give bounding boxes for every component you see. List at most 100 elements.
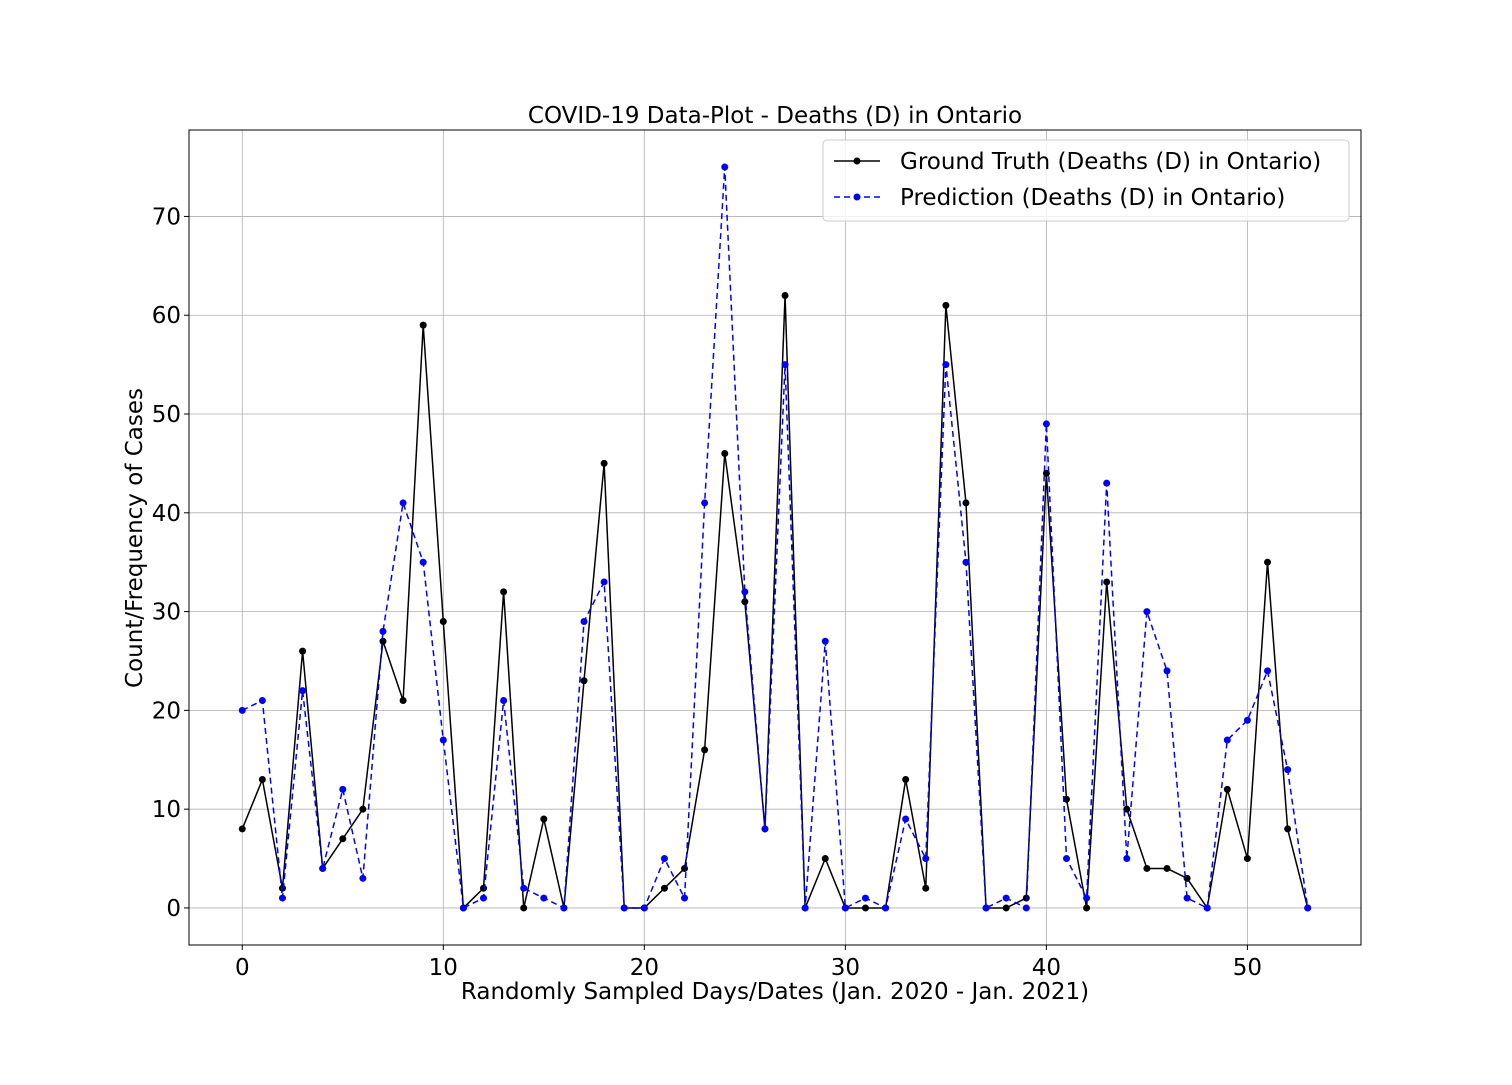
x-tick-label: 50 xyxy=(1233,955,1262,981)
y-tick-label: 0 xyxy=(166,896,181,922)
data-point-ground-truth xyxy=(1083,904,1091,912)
series-line-prediction xyxy=(241,166,1309,909)
data-point-prediction xyxy=(319,864,327,872)
data-point-prediction xyxy=(560,904,568,912)
data-point-prediction xyxy=(681,894,689,902)
data-point-ground-truth xyxy=(1223,785,1231,793)
data-point-prediction xyxy=(761,825,769,833)
data-point-prediction xyxy=(640,904,648,912)
data-point-ground-truth xyxy=(399,697,407,704)
data-point-prediction xyxy=(660,855,668,863)
data-point-prediction xyxy=(922,855,930,863)
data-point-prediction xyxy=(902,815,910,823)
data-point-prediction xyxy=(258,697,266,704)
data-point-prediction xyxy=(721,163,729,171)
data-point-prediction xyxy=(821,637,829,645)
data-point-ground-truth xyxy=(701,746,709,754)
data-point-prediction xyxy=(1002,894,1010,902)
data-point-ground-truth xyxy=(1284,825,1292,833)
y-tick-label: 70 xyxy=(152,204,181,230)
series-prediction xyxy=(238,163,1312,912)
y-axis-label: Count/Frequency of Cases xyxy=(122,388,148,688)
plot-area-frame xyxy=(188,129,1362,946)
x-tick-label: 10 xyxy=(429,955,458,981)
data-point-prediction xyxy=(339,785,347,793)
data-point-prediction xyxy=(1022,904,1030,912)
y-tick-label: 50 xyxy=(152,402,181,428)
legend-box xyxy=(822,139,1350,222)
data-point-ground-truth xyxy=(660,884,668,892)
data-point-prediction xyxy=(1042,420,1050,428)
data-point-prediction xyxy=(1203,904,1211,912)
data-point-prediction xyxy=(801,904,809,912)
data-point-prediction xyxy=(1284,766,1292,774)
data-point-prediction xyxy=(299,687,307,695)
data-point-prediction xyxy=(520,884,528,892)
data-point-ground-truth xyxy=(278,884,286,892)
data-point-prediction xyxy=(882,904,890,912)
x-tick-label: 0 xyxy=(235,955,250,981)
data-point-prediction xyxy=(1183,894,1191,902)
y-tick-label: 30 xyxy=(152,600,181,626)
data-point-prediction xyxy=(1103,479,1111,487)
data-point-prediction xyxy=(580,617,588,625)
legend-ground-truth-marker xyxy=(853,157,861,165)
y-tick-label: 10 xyxy=(152,797,181,823)
data-point-prediction xyxy=(620,904,628,912)
data-point-prediction xyxy=(841,904,849,912)
data-point-ground-truth xyxy=(238,825,246,833)
data-point-prediction xyxy=(1062,855,1070,863)
data-point-ground-truth xyxy=(500,588,508,596)
data-point-ground-truth xyxy=(480,884,488,892)
series-layer xyxy=(238,163,1312,912)
y-tick-label: 60 xyxy=(152,303,181,329)
data-point-ground-truth xyxy=(600,459,608,467)
data-point-ground-truth xyxy=(821,855,829,863)
data-point-prediction xyxy=(359,874,367,882)
data-point-ground-truth xyxy=(520,904,528,912)
data-point-ground-truth xyxy=(419,321,427,329)
data-point-prediction xyxy=(600,578,608,586)
data-point-ground-truth xyxy=(781,291,789,299)
data-point-prediction xyxy=(500,697,508,704)
y-tick-label: 40 xyxy=(152,501,181,527)
series-line-ground-truth xyxy=(241,294,1309,909)
data-point-ground-truth xyxy=(1062,795,1070,803)
data-point-ground-truth xyxy=(902,776,910,784)
data-point-prediction xyxy=(480,894,488,902)
data-point-prediction xyxy=(701,499,709,507)
x-tick-label: 40 xyxy=(1032,955,1061,981)
data-point-ground-truth xyxy=(339,835,347,843)
data-point-ground-truth xyxy=(681,864,689,872)
data-point-ground-truth xyxy=(540,815,548,823)
data-point-prediction xyxy=(962,558,970,566)
y-tick-label: 20 xyxy=(152,698,181,724)
data-point-prediction xyxy=(1264,667,1272,675)
data-point-prediction xyxy=(1304,904,1312,912)
axis-ticks: 0 10 20 30 40 50 0 10 20 30 40 50 60 70 xyxy=(152,204,1262,981)
data-point-prediction xyxy=(459,904,467,912)
data-point-ground-truth xyxy=(741,598,749,606)
data-point-ground-truth xyxy=(580,677,588,685)
data-point-ground-truth xyxy=(1143,864,1151,872)
data-point-ground-truth xyxy=(1243,855,1251,863)
data-point-ground-truth xyxy=(721,450,729,458)
data-point-prediction xyxy=(278,894,286,902)
data-point-prediction xyxy=(1163,667,1171,675)
data-point-ground-truth xyxy=(942,301,950,309)
data-point-prediction xyxy=(942,361,950,369)
data-point-ground-truth xyxy=(1103,578,1111,586)
legend-ground-truth-label: Ground Truth (Deaths (D) in Ontario) xyxy=(900,149,1321,175)
data-point-prediction xyxy=(861,894,869,902)
chart-title: COVID-19 Data-Plot - Deaths (D) in Ontar… xyxy=(528,103,1022,129)
data-point-prediction xyxy=(741,588,749,596)
data-point-prediction xyxy=(1083,894,1091,902)
data-point-ground-truth xyxy=(1163,864,1171,872)
legend-prediction-label: Prediction (Deaths (D) in Ontario) xyxy=(900,185,1285,211)
data-point-prediction xyxy=(1143,608,1151,616)
data-point-prediction xyxy=(419,558,427,566)
x-tick-label: 20 xyxy=(630,955,659,981)
legend-prediction-marker xyxy=(853,193,861,201)
